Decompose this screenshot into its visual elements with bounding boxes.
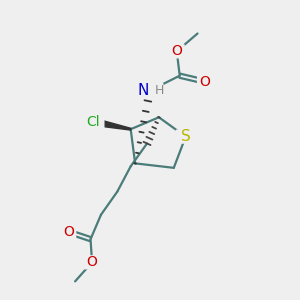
Text: O: O	[87, 255, 98, 269]
Text: Cl: Cl	[87, 115, 100, 129]
Text: N: N	[137, 83, 148, 98]
FancyBboxPatch shape	[169, 44, 185, 58]
Text: H: H	[154, 84, 164, 97]
Text: O: O	[200, 75, 210, 88]
FancyBboxPatch shape	[84, 255, 100, 269]
FancyBboxPatch shape	[176, 130, 196, 144]
FancyBboxPatch shape	[136, 83, 164, 98]
Polygon shape	[93, 118, 131, 130]
Text: O: O	[171, 44, 182, 58]
FancyBboxPatch shape	[197, 74, 213, 89]
Text: S: S	[181, 129, 190, 144]
Text: O: O	[63, 225, 74, 239]
FancyBboxPatch shape	[60, 225, 76, 239]
FancyBboxPatch shape	[82, 115, 104, 129]
